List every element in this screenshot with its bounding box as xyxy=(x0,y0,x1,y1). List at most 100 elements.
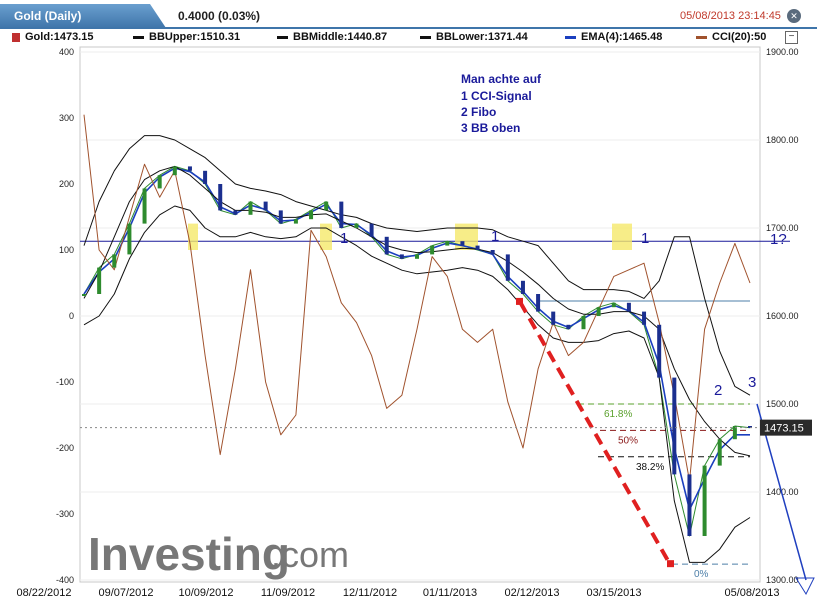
price-candle xyxy=(263,201,268,211)
price-candle xyxy=(415,254,419,259)
series-line-bbupper xyxy=(83,135,751,396)
annotation-label: 1 xyxy=(641,230,649,247)
close-icon[interactable]: ✕ xyxy=(787,9,801,23)
price-candle xyxy=(475,245,480,250)
legend-item-bblower[interactable]: BBLower:1371.44 xyxy=(420,31,528,43)
price-tick-label: 1600.00 xyxy=(766,311,799,321)
price-candle xyxy=(309,210,314,220)
price-candle xyxy=(732,426,737,440)
line-icon xyxy=(565,35,576,39)
line-icon xyxy=(133,35,144,39)
legend-item-cci[interactable]: CCI(20):50 xyxy=(696,31,766,43)
price-candle xyxy=(460,241,465,246)
price-axis: 1900.001800.001700.001600.001500.001400.… xyxy=(766,47,799,585)
date-tick-label: 01/11/2013 xyxy=(423,587,477,599)
price-tick-label: 1900.00 xyxy=(766,47,799,57)
price-candle xyxy=(596,307,601,316)
series-line-ema4 xyxy=(83,167,750,511)
price-candle xyxy=(505,254,510,281)
cci-axis: 400 300 200 100 0 -100 -200 -300 -400 xyxy=(56,47,74,585)
price-candle xyxy=(369,223,374,237)
price-candle xyxy=(172,166,177,176)
date-tick-label: 05/08/2013 xyxy=(724,587,779,599)
svg-text:Man achte auf: Man achte auf xyxy=(461,72,542,86)
line-icon xyxy=(277,35,288,39)
price-candle xyxy=(82,294,86,296)
price-candle xyxy=(248,201,253,215)
line-icon xyxy=(696,35,707,39)
legend-item-ema[interactable]: EMA(4):1465.48 xyxy=(565,31,662,43)
legend-item-gold[interactable]: Gold:1473.15 xyxy=(12,31,93,43)
date-tick-label: 03/15/2013 xyxy=(586,587,641,599)
fibonacci-trend-line xyxy=(518,300,672,566)
price-candle xyxy=(642,311,647,325)
price-candle xyxy=(97,267,102,294)
chart-tab[interactable]: Gold (Daily) xyxy=(0,4,166,28)
cci-tick-label: 100 xyxy=(59,245,74,255)
price-candle xyxy=(520,280,525,294)
price-tick-label: 1300.00 xyxy=(766,575,799,585)
price-candle xyxy=(566,324,571,330)
price-candle xyxy=(293,219,298,224)
series-lines xyxy=(83,114,751,563)
annotation-label: 1 xyxy=(491,228,499,245)
price-candle xyxy=(142,188,147,224)
cci-tick-label: -100 xyxy=(56,377,74,387)
price-change: 0.4000 (0.03%) xyxy=(178,9,261,23)
price-candle xyxy=(445,241,450,246)
price-candle xyxy=(430,245,435,255)
cci-tick-label: 400 xyxy=(59,47,74,57)
svg-text:1 CCI-Signal: 1 CCI-Signal xyxy=(461,89,532,103)
cci-tick-label: 200 xyxy=(59,179,74,189)
cci-tick-label: -300 xyxy=(56,509,74,519)
price-candle xyxy=(687,474,692,536)
price-candle xyxy=(157,175,162,189)
series-line-bbmiddle xyxy=(83,165,751,457)
series-line-gold xyxy=(83,165,751,537)
candle-icon xyxy=(12,32,20,42)
last-price-box xyxy=(760,419,812,436)
last-price-tag: 1473.15 xyxy=(80,419,812,436)
price-candle xyxy=(626,302,631,312)
cci-tick-label: -200 xyxy=(56,443,74,453)
price-candle xyxy=(218,184,223,211)
price-candle xyxy=(490,250,495,255)
svg-text:.com: .com xyxy=(271,534,349,575)
drawings xyxy=(516,297,815,596)
annotation-label: 1 xyxy=(340,230,348,247)
price-candle xyxy=(551,311,556,325)
arrow-head-icon xyxy=(795,577,815,596)
annotation-label: 3 xyxy=(748,374,756,391)
cci-highlight xyxy=(612,223,632,250)
last-price-value: 1473.15 xyxy=(764,423,804,435)
price-candle xyxy=(536,294,541,312)
svg-text:3 BB oben: 3 BB oben xyxy=(461,121,520,135)
series-line-cci20 xyxy=(83,114,751,482)
price-candle xyxy=(702,465,707,536)
price-candle xyxy=(354,223,359,228)
legend-item-bbmiddle[interactable]: BBMiddle:1440.87 xyxy=(277,31,387,43)
trend-start-handle xyxy=(516,297,523,305)
plot-area xyxy=(79,46,761,583)
price-candle xyxy=(717,439,722,466)
date-tick-label: 08/22/2012 xyxy=(16,587,71,599)
price-candle xyxy=(339,201,344,228)
svg-text:2 Fibo: 2 Fibo xyxy=(461,105,496,119)
cci-highlight xyxy=(188,223,198,250)
date-tick-label: 09/07/2012 xyxy=(98,587,153,599)
price-tick-label: 1800.00 xyxy=(766,135,799,145)
legend-item-bbupper[interactable]: BBUpper:1510.31 xyxy=(133,31,240,43)
cci-tick-label: -400 xyxy=(56,575,74,585)
price-candle xyxy=(187,166,192,171)
minimize-icon[interactable]: − xyxy=(785,31,798,44)
price-candle xyxy=(399,254,404,259)
fib-label: 0% xyxy=(694,569,709,580)
price-candle xyxy=(672,377,677,475)
price-candle xyxy=(657,324,662,378)
legend: Gold:1473.15 BBUpper:1510.31 BBMiddle:14… xyxy=(10,30,780,45)
fib-label: 50% xyxy=(618,435,638,446)
annotations: 1 1 1 1? 2 3 xyxy=(340,228,787,399)
price-tick-label: 1500.00 xyxy=(766,399,799,409)
price-candle xyxy=(203,170,208,184)
